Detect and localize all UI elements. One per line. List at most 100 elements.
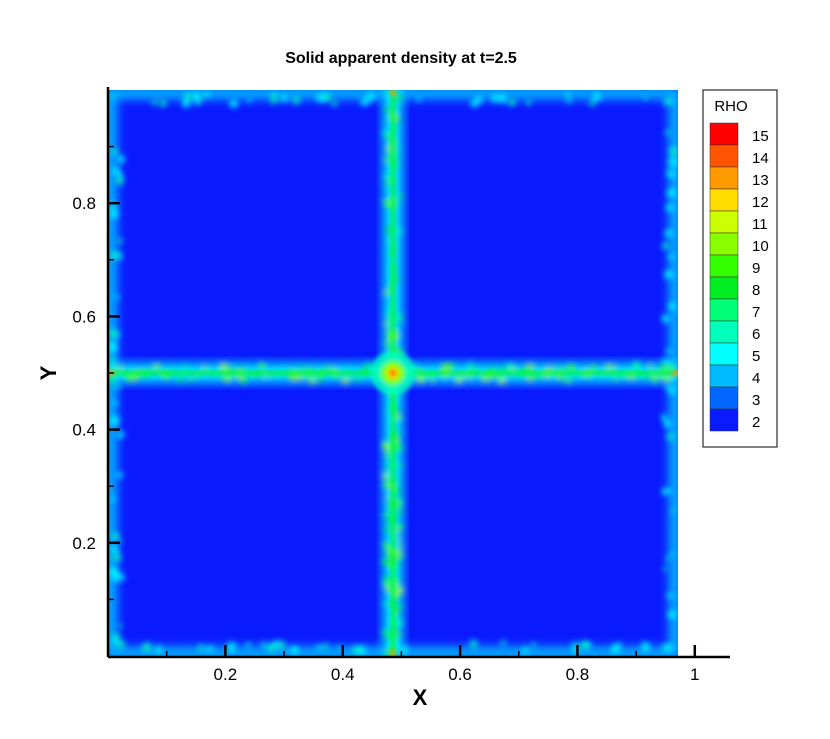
band-speck — [566, 364, 575, 372]
band-speck — [299, 374, 305, 380]
band-speck — [501, 378, 505, 382]
band-speck — [385, 225, 393, 232]
band-speck — [395, 485, 400, 491]
frame-speck — [665, 556, 671, 562]
band-speck — [396, 104, 401, 108]
band-speck — [383, 443, 392, 452]
band-speck — [395, 596, 401, 602]
frame-speck — [192, 91, 201, 100]
band-speck — [385, 649, 392, 656]
band-speck — [386, 238, 391, 243]
frame-speck — [588, 100, 596, 107]
band-speck — [397, 508, 403, 515]
band-speck — [384, 512, 390, 518]
band-speck — [384, 462, 389, 466]
legend: RHO 15 14 13 12 11 10 9 8 7 6 5 4 3 2 — [702, 89, 778, 448]
frame-speck — [665, 129, 671, 136]
frame-speck — [114, 295, 120, 300]
legend-label: 3 — [752, 392, 760, 409]
frame-speck — [667, 610, 677, 620]
frame-speck — [151, 99, 158, 106]
band-speck — [383, 119, 388, 123]
band-speck — [383, 174, 389, 181]
central-hotspot — [108, 90, 678, 656]
band-speck — [182, 364, 188, 370]
x-ticks: 0.2 0.4 0.6 0.8 1 — [165, 645, 700, 684]
frame-speck — [108, 208, 119, 219]
band-speck — [397, 538, 401, 542]
band-speck — [632, 361, 640, 370]
band-speck — [537, 376, 541, 380]
legend-label: 12 — [752, 194, 769, 211]
legend-swatch — [709, 342, 739, 366]
band-speck — [396, 144, 401, 149]
band-speck — [416, 374, 424, 383]
frame-speck — [661, 242, 670, 250]
band-speck — [381, 557, 390, 566]
band-speck — [221, 374, 229, 382]
frame-speck — [280, 94, 289, 103]
frame-speckle — [108, 91, 678, 656]
frame-speck — [470, 99, 479, 108]
x-tick-label: 1 — [690, 665, 699, 684]
band-speck — [359, 373, 366, 381]
frame-speck — [662, 644, 668, 650]
frame-speck — [116, 431, 125, 439]
frame-speck — [117, 623, 123, 629]
frame-speck — [666, 188, 677, 198]
frame-speck — [663, 419, 672, 429]
frame-speck — [206, 645, 214, 653]
frame-speck — [668, 253, 675, 260]
band-speck — [344, 366, 350, 372]
frame-speck — [116, 639, 126, 649]
legend-label: 10 — [752, 238, 769, 255]
band-speck — [387, 267, 392, 272]
legend-items: 15 14 13 12 11 10 9 8 7 6 5 4 3 2 — [709, 122, 769, 432]
band-speck — [237, 375, 243, 381]
edge-hotspot — [390, 90, 396, 96]
frame-speck — [416, 96, 422, 102]
legend-swatch — [709, 276, 739, 300]
band-speck — [455, 376, 463, 384]
frame-speck — [583, 641, 591, 648]
frame-speck — [115, 176, 125, 186]
frame-speck — [315, 92, 326, 103]
frame-speck — [665, 348, 672, 354]
band-speck — [195, 374, 201, 380]
frame-speck — [260, 641, 267, 648]
edge-hotspot — [672, 370, 678, 376]
frame-speck — [666, 487, 672, 494]
frame-speck — [366, 92, 376, 102]
y-tick-label: 0.2 — [72, 534, 96, 553]
frame-speck — [610, 644, 620, 654]
hotspot-core — [390, 370, 396, 376]
band-speck — [384, 184, 389, 189]
frame-speck — [664, 229, 673, 238]
band-speck — [510, 367, 516, 372]
frame-speck — [469, 639, 478, 649]
frame-speck — [360, 97, 370, 107]
band-speck — [316, 376, 324, 383]
frame-speck — [666, 432, 675, 441]
frame-speck — [110, 250, 120, 260]
x-tick-label: 0.8 — [566, 665, 590, 684]
y-tick-label: 0.4 — [72, 421, 96, 440]
band-speck — [182, 368, 186, 372]
band-speck — [385, 495, 390, 500]
band-speck — [386, 155, 391, 161]
band-speck — [467, 362, 474, 369]
band-speck — [386, 112, 391, 117]
frame-speck — [662, 566, 668, 572]
band-speck — [430, 379, 435, 383]
frame-speck — [291, 95, 301, 105]
frame-speck — [667, 170, 676, 179]
legend-label: 14 — [752, 150, 769, 167]
legend-swatch — [709, 408, 739, 432]
legend-label: 11 — [752, 216, 768, 233]
band-speck — [384, 90, 390, 94]
x-tick-label: 0.6 — [448, 665, 472, 684]
frame-speck — [116, 155, 126, 164]
frame-speck — [500, 640, 507, 646]
band-speck — [395, 227, 403, 235]
